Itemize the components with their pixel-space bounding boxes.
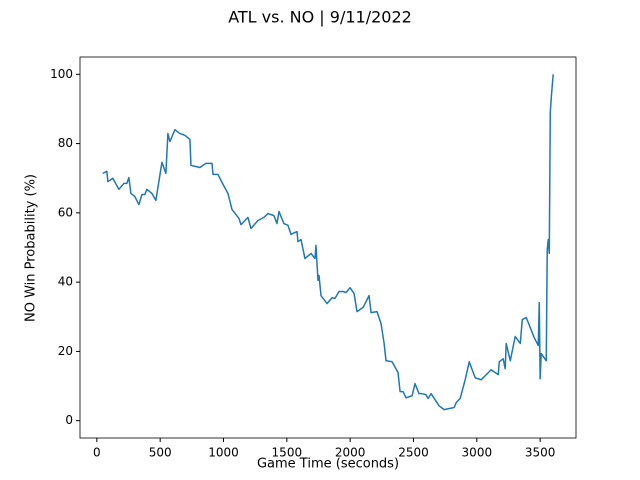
x-tick-label: 1000 bbox=[208, 446, 239, 460]
y-tick-label: 100 bbox=[50, 67, 73, 81]
x-axis-label: Game Time (seconds) bbox=[257, 457, 399, 472]
y-tick-label: 20 bbox=[58, 344, 73, 358]
x-tick-label: 0 bbox=[93, 446, 101, 460]
y-tick-label: 60 bbox=[58, 205, 73, 219]
y-tick-label: 40 bbox=[58, 275, 73, 289]
x-tick-label: 3500 bbox=[525, 446, 556, 460]
x-tick-label: 2000 bbox=[335, 446, 366, 460]
chart-title: ATL vs. NO | 9/11/2022 bbox=[228, 8, 412, 27]
x-tick-label: 1500 bbox=[272, 446, 303, 460]
x-tick-label: 3000 bbox=[462, 446, 493, 460]
data-line bbox=[102, 74, 554, 411]
y-tick-label: 80 bbox=[58, 136, 73, 150]
x-tick-label: 500 bbox=[149, 446, 172, 460]
x-tick-label: 2500 bbox=[398, 446, 429, 460]
y-tick-label: 0 bbox=[65, 413, 73, 427]
y-axis-label: NO Win Probability (%) bbox=[24, 174, 39, 322]
plot-frame bbox=[79, 56, 577, 439]
